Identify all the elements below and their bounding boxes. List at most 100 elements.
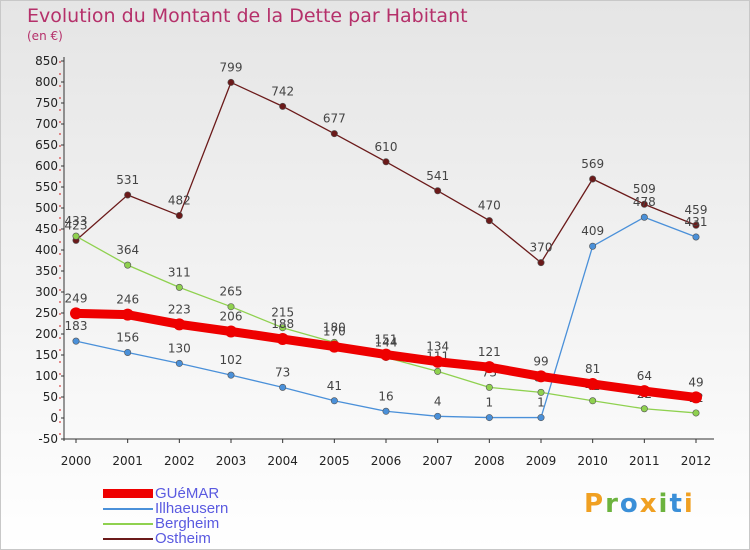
x-tick-label: 2004: [267, 454, 298, 468]
data-point: [431, 355, 444, 368]
legend-label: GUéMAR: [155, 485, 220, 502]
data-label: 1: [486, 396, 494, 410]
x-tick-label: 2007: [422, 454, 453, 468]
data-point: [330, 397, 338, 405]
data-label: 409: [581, 224, 604, 238]
legend-swatch: [103, 507, 153, 510]
y-tick-label: 500: [35, 201, 58, 215]
x-tick-label: 2006: [371, 454, 402, 468]
data-point: [227, 303, 235, 311]
data-point: [692, 221, 700, 229]
data-label: 249: [65, 291, 88, 305]
x-tick-label: 2003: [216, 454, 247, 468]
data-point: [279, 383, 287, 391]
data-point: [72, 232, 80, 240]
y-tick-label: 0: [50, 411, 58, 425]
data-label: 478: [633, 195, 656, 209]
data-point: [638, 385, 651, 398]
data-point: [227, 371, 235, 379]
data-label: 130: [168, 341, 191, 355]
data-label: 370: [530, 241, 553, 255]
data-label: 73: [275, 365, 290, 379]
data-label: 799: [220, 60, 243, 74]
data-label: 134: [426, 340, 449, 354]
data-point: [330, 130, 338, 138]
data-label: 509: [633, 182, 656, 196]
y-tick-label: 650: [35, 138, 58, 152]
data-point: [485, 217, 493, 225]
data-label: 156: [116, 330, 139, 344]
legend-label: Ostheim: [155, 530, 211, 547]
data-label: 170: [323, 325, 346, 339]
data-label: 482: [168, 194, 191, 208]
data-point: [124, 261, 132, 269]
y-tick-label: 550: [35, 180, 58, 194]
data-point: [589, 242, 597, 250]
legend-label: Illhaeusern: [155, 500, 229, 517]
data-point: [586, 377, 599, 390]
data-label: 265: [220, 285, 243, 299]
x-tick-label: 2002: [164, 454, 195, 468]
data-label: 433: [65, 214, 88, 228]
data-point: [434, 367, 442, 375]
data-label: 102: [220, 353, 243, 367]
data-label: 64: [637, 369, 652, 383]
data-point: [537, 388, 545, 396]
data-point: [434, 187, 442, 195]
data-point: [279, 102, 287, 110]
y-tick-label: -50: [38, 432, 58, 446]
y-tick-label: 300: [35, 285, 58, 299]
data-label: 223: [168, 302, 191, 316]
data-label: 183: [65, 319, 88, 333]
data-point: [382, 407, 390, 415]
data-label: 215: [271, 306, 294, 320]
data-point: [70, 307, 82, 320]
data-point: [175, 212, 183, 220]
data-point: [225, 325, 237, 338]
data-point: [640, 405, 648, 413]
data-point: [175, 359, 183, 367]
data-point: [380, 348, 392, 361]
y-tick-label: 350: [35, 264, 58, 278]
y-tick-label: 250: [35, 306, 58, 320]
data-label: 610: [375, 140, 398, 154]
data-point: [692, 409, 700, 417]
y-tick-label: 400: [35, 243, 58, 257]
data-point: [227, 78, 235, 86]
data-label: 188: [271, 317, 294, 331]
y-tick-label: 200: [35, 327, 58, 341]
data-point: [175, 283, 183, 291]
data-point: [692, 233, 700, 241]
data-label: 99: [533, 354, 548, 368]
data-label: 364: [116, 243, 139, 257]
data-point: [124, 348, 132, 356]
data-label: 541: [426, 169, 449, 183]
y-tick-label: 450: [35, 222, 58, 236]
data-point: [434, 412, 442, 420]
data-point: [124, 191, 132, 199]
data-label: 423: [65, 218, 88, 232]
data-label: 151: [375, 333, 398, 347]
x-tick-label: 2000: [61, 454, 92, 468]
x-tick-label: 2008: [474, 454, 505, 468]
data-point: [537, 259, 545, 267]
data-point: [279, 324, 287, 332]
data-label: 531: [116, 173, 139, 187]
data-label: 121: [478, 345, 501, 359]
data-label: 49: [688, 375, 703, 389]
proxiti-logo: Proxiti: [584, 489, 695, 519]
y-tick-label: 600: [35, 159, 58, 173]
data-label: 459: [685, 203, 708, 217]
data-label: 4: [434, 394, 442, 408]
y-tick-label: 50: [43, 390, 58, 404]
data-point: [640, 213, 648, 221]
data-label: 180: [323, 320, 346, 334]
legend-swatch: [103, 537, 153, 540]
data-point: [72, 337, 80, 345]
data-label: 1: [537, 396, 545, 410]
data-point: [382, 158, 390, 166]
y-tick-label: 800: [35, 75, 58, 89]
y-tick-label: 850: [35, 54, 58, 68]
data-point: [173, 318, 186, 331]
legend-swatch: [103, 489, 153, 498]
